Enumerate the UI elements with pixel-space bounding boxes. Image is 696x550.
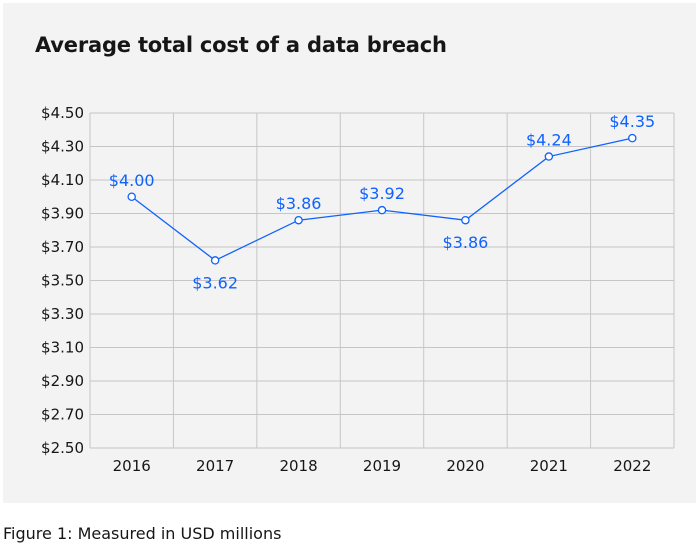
data-label: $3.92 xyxy=(359,184,405,203)
data-point xyxy=(377,205,387,215)
data-label: $3.86 xyxy=(276,194,322,213)
x-axis-ticks: 2016 2017 2018 2019 2020 2021 2022 xyxy=(113,457,652,475)
y-tick-label: $3.50 xyxy=(41,272,84,290)
y-tick-label: $2.90 xyxy=(41,372,84,390)
chart-title: Average total cost of a data breach xyxy=(35,33,447,57)
y-tick-label: $4.30 xyxy=(41,138,84,156)
y-tick-label: $2.50 xyxy=(41,439,84,457)
x-tick-label: 2017 xyxy=(196,457,234,475)
data-point xyxy=(628,133,637,143)
x-tick-label: 2019 xyxy=(363,457,401,475)
data-point xyxy=(544,152,554,161)
data-label: $4.24 xyxy=(526,131,572,150)
x-tick-label: 2016 xyxy=(113,457,151,475)
y-tick-label: $4.10 xyxy=(41,171,84,189)
data-point xyxy=(210,256,220,265)
y-tick-label: $3.10 xyxy=(41,339,84,357)
grid xyxy=(89,112,675,449)
data-labels: $4.00 $3.62 $3.86 $3.92 $3.86 $4.24 $4.35 xyxy=(109,112,655,292)
y-axis-ticks: $2.50 $2.70 $2.90 $3.10 $3.30 $3.50 $3.70 $3.90… xyxy=(41,104,84,457)
x-tick-label: 2021 xyxy=(530,457,568,475)
data-point xyxy=(294,215,303,225)
data-label: $3.86 xyxy=(443,233,489,252)
chart-panel xyxy=(3,3,696,503)
data-points xyxy=(127,133,637,265)
y-tick-label: $3.70 xyxy=(41,238,84,256)
y-tick-label: $2.70 xyxy=(41,406,84,424)
data-point xyxy=(461,215,470,225)
line-chart: $2.50 $2.70 $2.90 $3.10 $3.30 $3.50 $3.70 $3.90… xyxy=(41,104,675,475)
data-label: $4.00 xyxy=(109,171,155,190)
y-tick-label: $4.50 xyxy=(41,104,84,122)
y-tick-label: $3.30 xyxy=(41,305,84,323)
x-tick-label: 2020 xyxy=(446,457,484,475)
y-tick-label: $3.90 xyxy=(41,205,84,223)
data-label: $4.35 xyxy=(609,112,655,131)
x-tick-label: 2018 xyxy=(279,457,317,475)
data-label: $3.62 xyxy=(192,273,238,292)
data-point xyxy=(127,192,136,201)
x-tick-label: 2022 xyxy=(613,457,651,475)
figure-caption: Figure 1: Measured in USD millions xyxy=(3,524,282,543)
